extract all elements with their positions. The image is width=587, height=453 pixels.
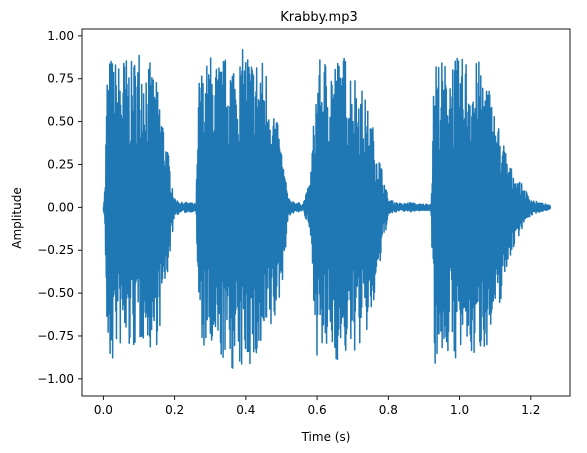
waveform-line [102,48,552,369]
y-tick-label: −0.75 [37,329,74,343]
y-tick-label: −1.00 [37,372,74,386]
x-axis-label: Time (s) [301,430,351,444]
waveform-series [102,48,552,369]
y-tick-label: −0.50 [37,286,74,300]
x-tick-label: 0.8 [379,403,398,417]
x-tick-label: 1.2 [521,403,540,417]
x-tick-label: 0.2 [165,403,184,417]
y-tick-label: 0.75 [47,72,74,86]
x-tick-label: 1.0 [450,403,469,417]
y-axis-label: Amplitude [10,187,24,249]
x-tick-label: 0.4 [236,403,255,417]
chart-title: Krabby.mp3 [280,10,358,25]
x-axis: 0.0 0.2 0.4 0.6 0.8 1.0 1.2 [94,396,540,417]
y-tick-label: 0.00 [47,200,74,214]
y-tick-label: −0.25 [37,243,74,257]
y-tick-label: 0.25 [47,157,74,171]
y-axis: −1.00 −0.75 −0.50 −0.25 0.00 0.25 0.50 0.75 1.00 [37,29,82,386]
x-tick-label: 0.0 [94,403,113,417]
y-tick-label: 0.50 [47,115,74,129]
x-tick-label: 0.6 [308,403,327,417]
y-tick-label: 1.00 [47,29,74,43]
plot-frame [81,28,571,397]
